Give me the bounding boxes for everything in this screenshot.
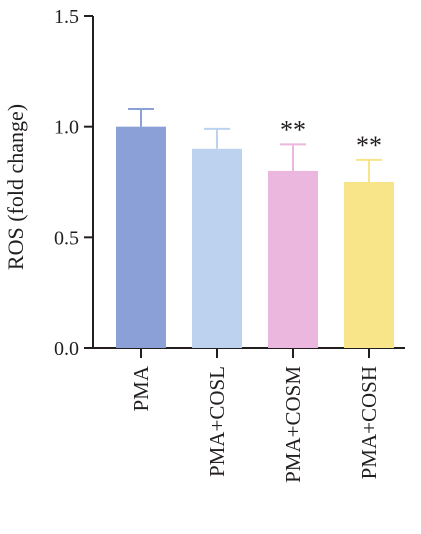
y-axis: 0.0 0.5 1.0 1.5 ROS (fold change): [3, 6, 94, 360]
y-tick-label: 0.0: [54, 338, 79, 360]
error-bars: [128, 107, 382, 182]
x-tick-label: PMA+COSH: [357, 366, 381, 479]
x-tick-label: PMA+COSL: [205, 366, 229, 477]
significance-labels: ** **: [280, 115, 382, 159]
y-axis-title: ROS (fold change): [3, 104, 28, 270]
x-tick-label: PMA: [129, 365, 153, 411]
bar: [268, 170, 318, 348]
x-axis: PMA PMA+COSL PMA+COSM PMA+COSH: [92, 347, 405, 483]
x-tick-label: PMA+COSM: [281, 366, 305, 483]
bars: [116, 126, 394, 349]
significance-label: **: [356, 131, 382, 160]
bar: [116, 126, 166, 349]
y-tick-label: 0.5: [54, 227, 79, 249]
x-ticks: PMA PMA+COSL PMA+COSM PMA+COSH: [129, 348, 381, 483]
significance-label: **: [280, 115, 306, 144]
bar: [192, 148, 242, 348]
y-tick-label: 1.0: [54, 117, 79, 139]
y-ticks: 0.0 0.5 1.0 1.5: [54, 6, 93, 360]
y-tick-label: 1.5: [54, 6, 79, 28]
bar: [344, 182, 394, 348]
